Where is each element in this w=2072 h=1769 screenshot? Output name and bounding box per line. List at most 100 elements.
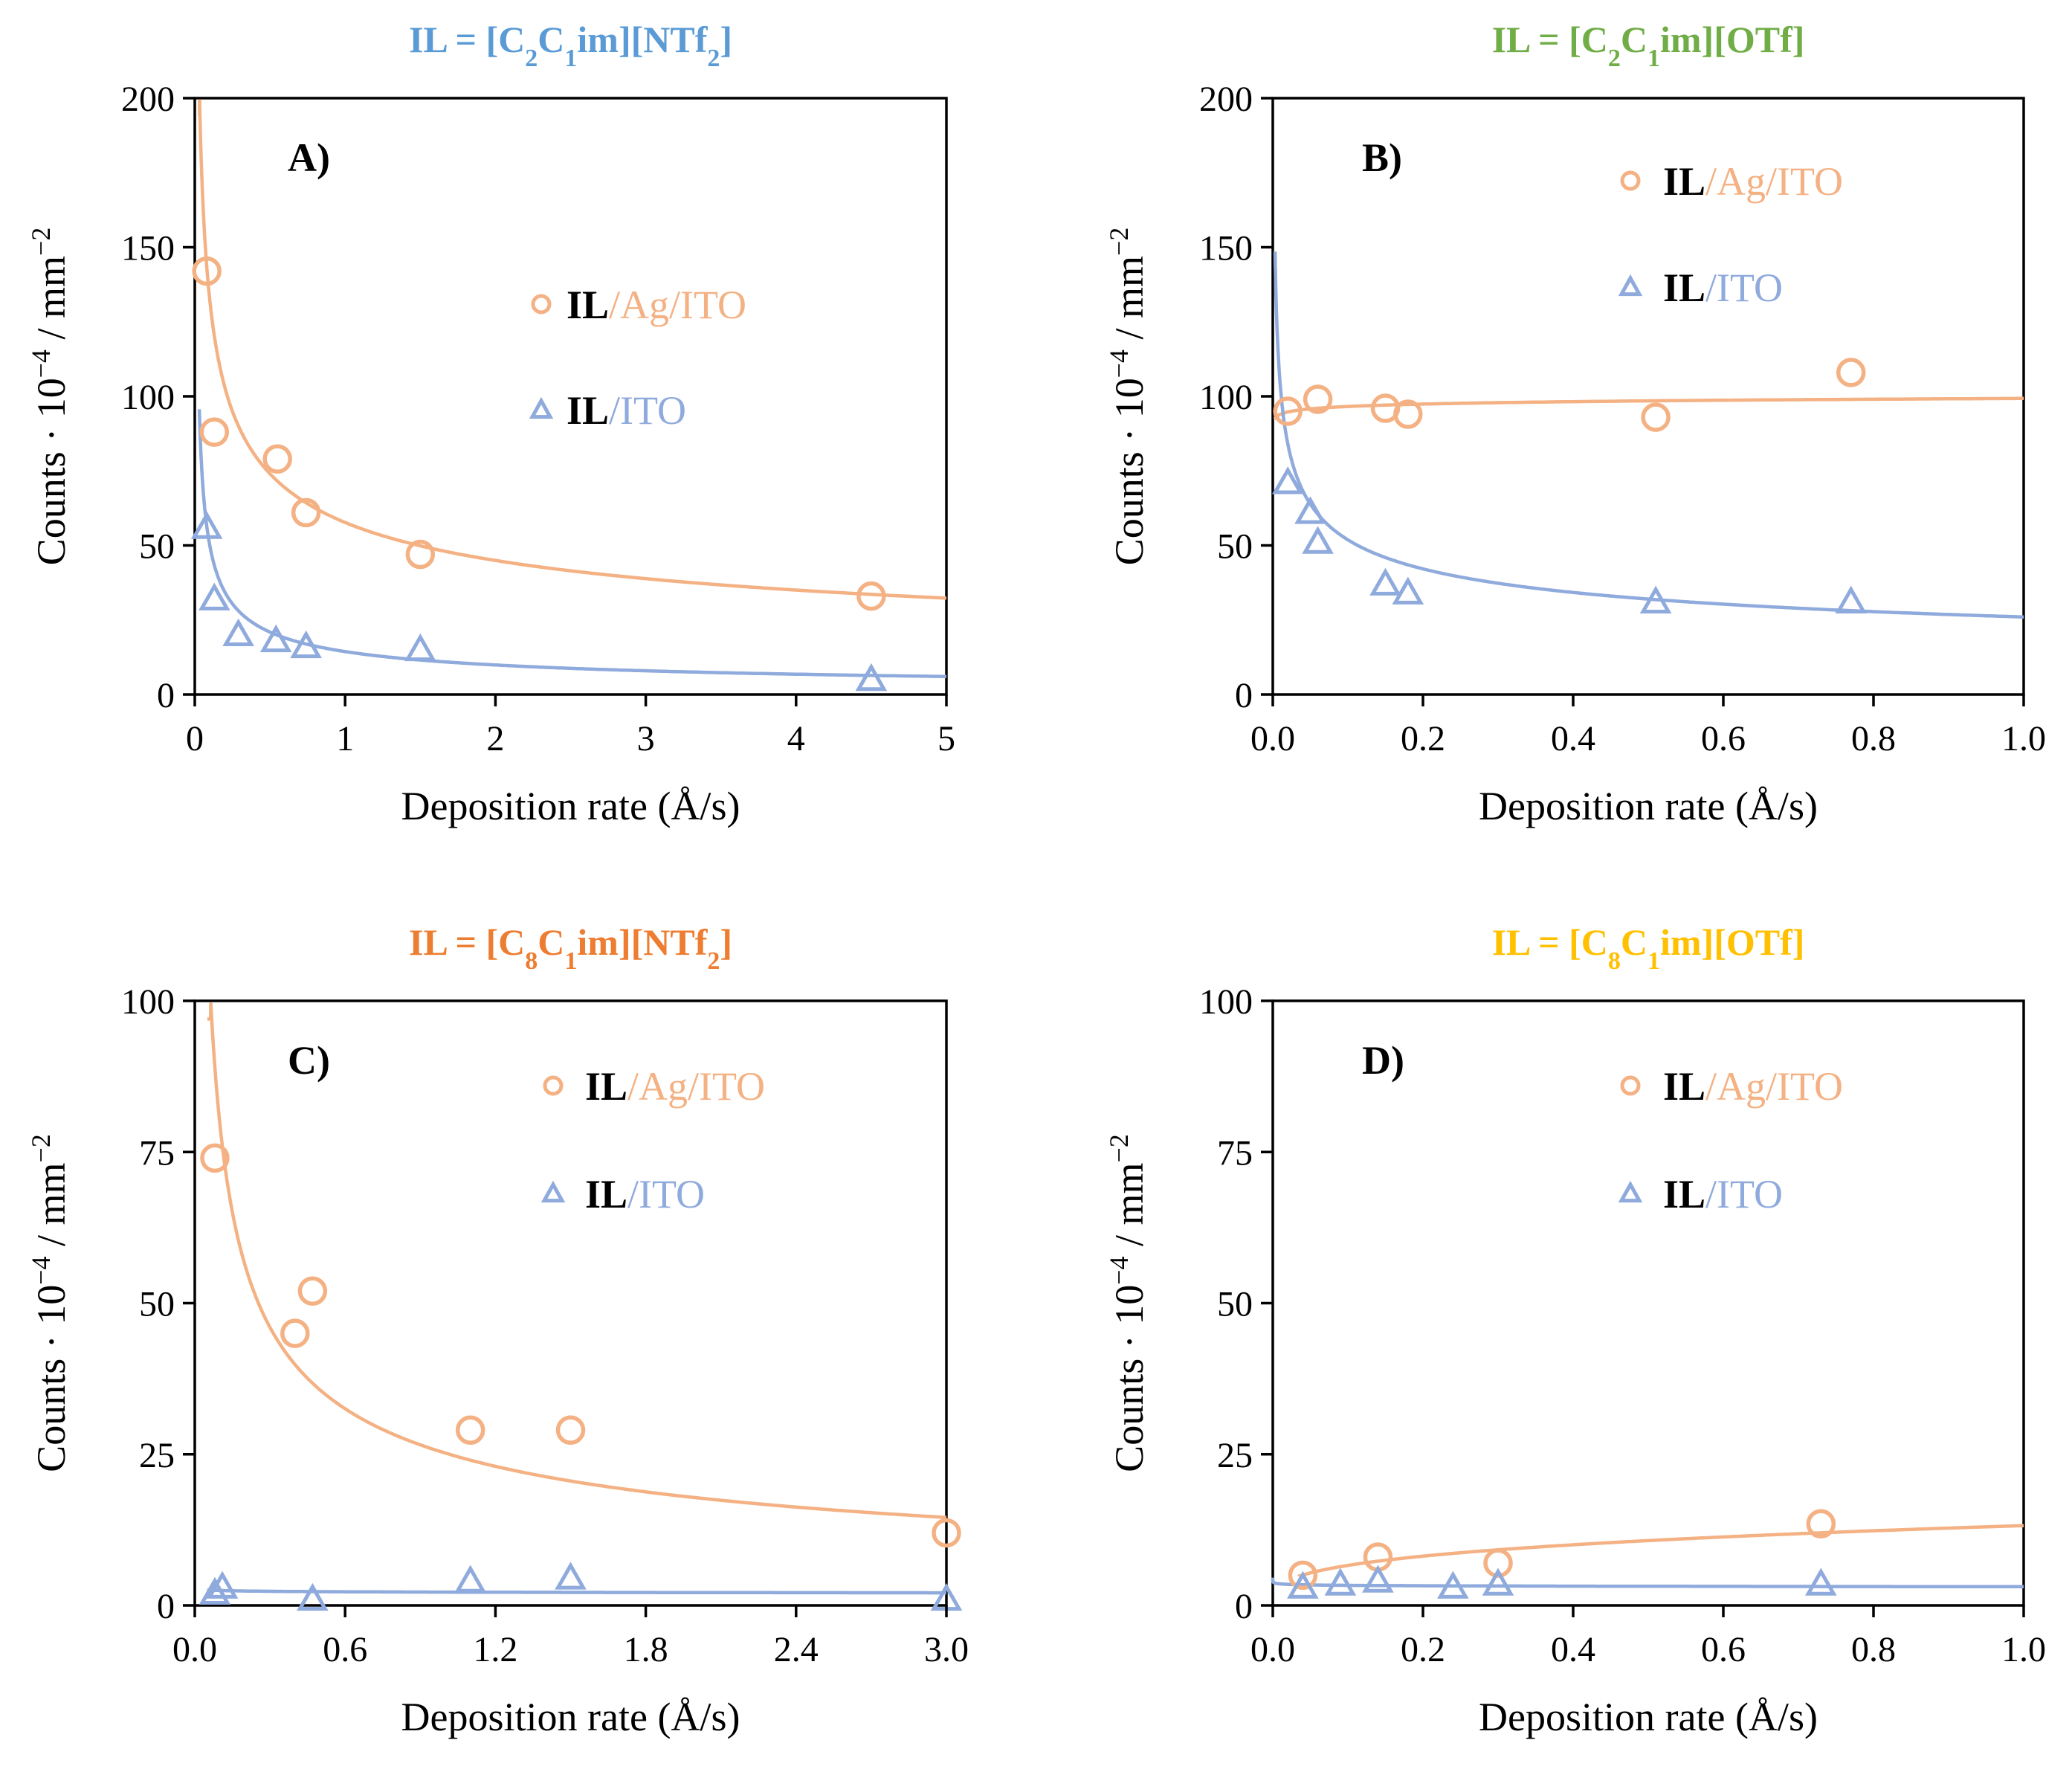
y-title-part: Counts · 10 bbox=[1107, 378, 1152, 565]
title-part: C bbox=[1621, 19, 1647, 60]
y-tick-label: 100 bbox=[121, 982, 175, 1022]
title-part: ] bbox=[720, 921, 732, 963]
data-point-ag-ito bbox=[405, 539, 436, 570]
fit-curve-ag-ito bbox=[1273, 396, 2024, 420]
title-subscript: 8 bbox=[525, 947, 538, 975]
x-tick-label: 0.0 bbox=[1250, 719, 1295, 758]
panel-title: IL = [C8C1im][NTf2] bbox=[409, 921, 732, 975]
legend-entry-ag-ito: IL/Ag/ITO bbox=[1663, 1064, 1843, 1109]
y-title-superscript: −4 bbox=[26, 1256, 56, 1284]
title-part: C bbox=[538, 19, 564, 60]
panel-title: IL = [C2C1im][OTf] bbox=[1492, 19, 1805, 72]
legend-ito-text: /ITO bbox=[1705, 265, 1783, 310]
legend-ag-ito-text: /Ag/ITO bbox=[627, 1064, 765, 1109]
data-point-ito bbox=[190, 511, 223, 539]
data-point-ito bbox=[206, 1570, 239, 1599]
y-title-superscript: −4 bbox=[1104, 1256, 1134, 1284]
legend-entry-ito: IL/ITO bbox=[1663, 1172, 1783, 1217]
x-axis-title: Deposition rate (Å/s) bbox=[1479, 784, 1818, 828]
x-tick-label: 0.2 bbox=[1401, 1630, 1445, 1669]
y-title-superscript: −2 bbox=[26, 228, 56, 256]
y-tick-label: 50 bbox=[1217, 1285, 1253, 1324]
y-title-part: Counts · 10 bbox=[29, 378, 74, 565]
title-part: im][OTf] bbox=[1660, 19, 1804, 60]
y-tick-label: 25 bbox=[139, 1436, 175, 1475]
y-title-superscript: −2 bbox=[1104, 228, 1134, 256]
data-point-ito bbox=[199, 1576, 231, 1605]
fit-curve-ag-ito bbox=[198, 99, 947, 600]
legend-triangle-marker bbox=[540, 1180, 566, 1203]
x-axis-title: Deposition rate (Å/s) bbox=[1479, 1695, 1818, 1739]
y-tick-label: 25 bbox=[1217, 1436, 1253, 1475]
panel-c: IL = [C8C1im][NTf2]0.0 0.6 1.2 1.8 2.4 3.0025… bbox=[26, 921, 969, 1739]
fit-curve-ag-ito bbox=[1297, 1524, 2024, 1578]
legend-circle-marker bbox=[543, 1075, 564, 1096]
legend-triangle-marker bbox=[1618, 1180, 1643, 1203]
panel-a: IL = [C2C1im][NTf2]0 1 2 3 4 5050100150200Dep… bbox=[26, 19, 955, 828]
y-title-superscript: −4 bbox=[26, 349, 56, 378]
panel-letter: B) bbox=[1362, 135, 1402, 180]
y-title-part: Counts · 10 bbox=[1107, 1285, 1152, 1472]
x-tick-label: 2.4 bbox=[774, 1630, 819, 1669]
data-point-ito bbox=[404, 633, 436, 662]
y-tick-label: 100 bbox=[1199, 378, 1253, 417]
x-tick-label: 0.4 bbox=[1551, 1630, 1595, 1669]
data-point-ito bbox=[1392, 576, 1424, 605]
title-subscript: 8 bbox=[1608, 947, 1621, 975]
data-point-ag-ito bbox=[199, 417, 230, 447]
data-point-ito bbox=[1835, 585, 1868, 613]
y-title-part: / mm bbox=[1107, 256, 1152, 349]
data-point-ito bbox=[198, 582, 230, 610]
legend-triangle-marker bbox=[1618, 274, 1643, 297]
panel-letter: D) bbox=[1362, 1038, 1404, 1083]
legend-ito-text: /ITO bbox=[627, 1172, 705, 1217]
legend-circle-marker bbox=[531, 294, 552, 315]
title-part: im][NTf bbox=[577, 921, 708, 963]
y-tick-label: 200 bbox=[121, 80, 175, 119]
legend: IL/Ag/ITO IL/ITO bbox=[540, 1064, 765, 1217]
legend-il-text: IL bbox=[1663, 265, 1705, 310]
data-point-ag-ito bbox=[1483, 1548, 1513, 1578]
title-subscript: 1 bbox=[564, 45, 577, 72]
legend-ito-text: /ITO bbox=[609, 388, 686, 433]
x-tick-label: 1.2 bbox=[473, 1630, 517, 1669]
x-tick-label: 3 bbox=[637, 719, 655, 758]
y-axis-title: Counts · 10−4 / mm−2 bbox=[1104, 228, 1152, 566]
data-point-ito bbox=[1324, 1567, 1357, 1596]
y-tick-label: 50 bbox=[139, 527, 175, 567]
legend-triangle-marker bbox=[529, 396, 554, 419]
x-tick-label: 1.8 bbox=[624, 1630, 668, 1669]
data-point-ito bbox=[855, 663, 888, 692]
x-tick-label: 1.0 bbox=[2001, 1630, 2046, 1669]
x-tick-label: 4 bbox=[787, 719, 805, 758]
data-point-ito bbox=[454, 1565, 487, 1593]
fit-curve-ito bbox=[1273, 251, 2024, 619]
title-part: im][OTf] bbox=[1660, 921, 1804, 963]
data-point-ito bbox=[259, 624, 292, 653]
title-part: C bbox=[1621, 921, 1647, 963]
x-tick-label: 0.6 bbox=[323, 1630, 367, 1669]
legend-il-text: IL bbox=[567, 388, 609, 433]
title-part: IL = [C bbox=[409, 921, 525, 963]
legend: IL/Ag/ITO IL/ITO bbox=[1618, 1064, 1843, 1217]
data-point-ag-ito bbox=[1836, 358, 1866, 387]
title-subscript: 1 bbox=[1647, 45, 1660, 72]
data-point-ito bbox=[1804, 1567, 1837, 1596]
title-subscript: 2 bbox=[525, 45, 538, 72]
data-point-ag-ito bbox=[455, 1415, 485, 1445]
legend-il-text: IL bbox=[585, 1172, 627, 1217]
x-tick-label: 0.2 bbox=[1401, 719, 1445, 758]
y-tick-label: 75 bbox=[139, 1133, 175, 1173]
y-tick-label: 75 bbox=[1217, 1133, 1253, 1173]
y-title-superscript: −2 bbox=[26, 1134, 56, 1162]
data-point-ag-ito bbox=[555, 1415, 586, 1445]
legend-ag-ito-text: /Ag/ITO bbox=[609, 283, 746, 327]
data-point-ag-ito bbox=[1303, 384, 1333, 414]
y-title-superscript: −4 bbox=[1104, 349, 1134, 378]
fit-curve-ito bbox=[1271, 1577, 2024, 1589]
data-point-ag-ito bbox=[932, 1518, 961, 1548]
legend-entry-ag-ito: IL/Ag/ITO bbox=[585, 1064, 765, 1109]
